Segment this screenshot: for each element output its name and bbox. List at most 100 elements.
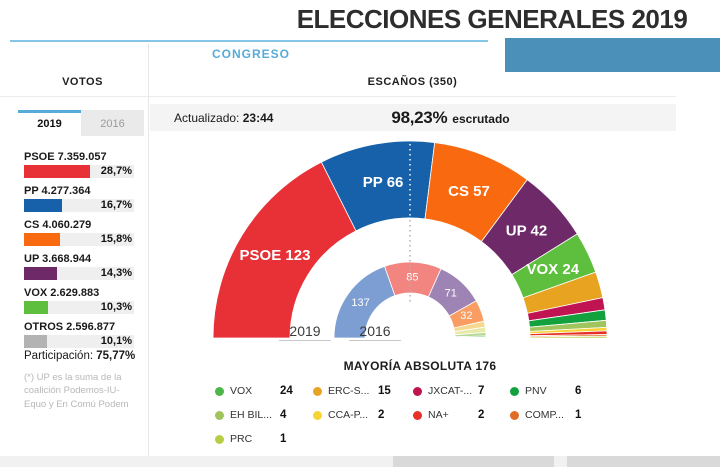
legend-label: COMP... (525, 409, 564, 421)
legend-value: 2 (478, 409, 485, 421)
vote-row-label: PP 4.277.364 (24, 185, 91, 197)
vote-bar-track: 10,1% (24, 335, 134, 348)
ring-year-label-2019: 2019 (289, 323, 320, 339)
bottom-bar-item[interactable] (393, 456, 554, 467)
legend-value: 2 (378, 409, 385, 421)
vote-pct: 16,7% (100, 199, 132, 211)
vote-bar-fill (24, 267, 57, 280)
panel-divider (148, 44, 149, 456)
participation-label: Participación: (24, 350, 94, 362)
vote-pct: 10,1% (100, 335, 132, 347)
vote-bar-track: 28,7% (24, 165, 134, 178)
legend-label: VOX (230, 385, 253, 397)
bottom-bar-item[interactable] (567, 456, 720, 467)
column-header-divider (0, 96, 676, 97)
coalition-footnote: (*) UP es la suma de la coalición Podemo… (24, 372, 129, 410)
votes-list: PSOE 7.359.057 28,7% PP 4.277.364 16,7% CS 4… (24, 151, 134, 355)
arc-label-2019-vox: VOX 24 (527, 261, 580, 278)
legend-dot (510, 410, 519, 420)
vote-row-pp: PP 4.277.364 16,7% (24, 185, 134, 212)
tab-2016[interactable]: 2016 (81, 110, 144, 136)
vote-row-cs: CS 4.060.279 15,8% (24, 219, 134, 246)
arc-label-2016-psoe: 85 (406, 272, 418, 284)
legend-item-vox: VOX 24 (215, 384, 315, 398)
legend-item-jxcat: JXCAT-... 7 (413, 384, 513, 398)
arc-label-2019-cs: CS 57 (448, 182, 490, 199)
year-tabs: 2019 2016 (18, 110, 144, 136)
legend-label: ERC-S... (328, 385, 370, 397)
updated-time: Actualizado: 23:44 (174, 111, 273, 125)
legend-value: 7 (478, 385, 485, 397)
legend-dot (413, 386, 422, 396)
seats-column-header: ESCAÑOS (350) (367, 76, 458, 88)
legend-dot (313, 386, 322, 396)
legend-item-comp: COMP... 1 (510, 408, 610, 422)
legend-dot (215, 434, 224, 444)
page-title: ELECCIONES GENERALES 2019 (296, 4, 688, 34)
vote-row-psoe: PSOE 7.359.057 28,7% (24, 151, 134, 178)
vote-pct: 10,3% (100, 301, 132, 313)
legend-value: 4 (280, 409, 287, 421)
vote-bar-fill (24, 301, 48, 314)
tab-2019[interactable]: 2019 (18, 110, 81, 136)
legend-label: CCA-P... (328, 409, 369, 421)
header-underline (10, 40, 488, 42)
vote-bar-fill (24, 165, 90, 178)
vote-row-up: UP 3.668.944 14,3% (24, 253, 134, 280)
legend-dot (510, 386, 519, 396)
legend-label: PNV (525, 385, 547, 397)
updated-value: 23:44 (242, 110, 274, 125)
scrutinized-pct: 98,23% (391, 107, 448, 127)
vote-pct: 14,3% (100, 267, 132, 279)
vote-pct: 15,8% (100, 233, 132, 245)
vote-bar-fill (24, 199, 62, 212)
tab-congreso[interactable]: CONGRESO (211, 47, 290, 61)
legend-label: JXCAT-... (428, 385, 473, 397)
vote-row-label: OTROS 2.596.877 (24, 321, 116, 333)
arc-label-2016-cs: 32 (460, 310, 472, 322)
vote-pct: 28,7% (100, 165, 132, 177)
legend-item-pnv: PNV 6 (510, 384, 610, 398)
legend-dot (215, 410, 224, 420)
vote-bar-track: 15,8% (24, 233, 134, 246)
legend-item-ercs: ERC-S... 15 (313, 384, 413, 398)
vote-row-vox: VOX 2.629.883 10,3% (24, 287, 134, 314)
vote-bar-track: 10,3% (24, 301, 134, 314)
legend-dot (215, 386, 224, 396)
vote-bar-track: 16,7% (24, 199, 134, 212)
legend-label: PRC (230, 433, 253, 445)
ring-year-label-2016: 2016 (359, 323, 390, 339)
legend-value: 6 (575, 385, 582, 397)
legend-value: 15 (378, 385, 391, 397)
legend-label: EH BIL... (230, 409, 273, 421)
legend-item-ccap: CCA-P... 2 (313, 408, 413, 422)
seat-arc-2019-prc (529, 335, 608, 339)
legend-value: 1 (575, 409, 582, 421)
legend-value: 1 (280, 433, 287, 445)
arc-label-2016-up: 71 (445, 287, 457, 299)
vote-bar-fill (24, 335, 47, 348)
arc-label-2016-pp: 137 (351, 297, 369, 309)
legend-label: NA+ (428, 409, 449, 421)
vote-row-otros: OTROS 2.596.877 10,1% (24, 321, 134, 348)
vote-row-label: VOX 2.629.883 (24, 287, 100, 299)
participation: Participación: 75,77% (24, 350, 146, 362)
seat-arc-2016-otros (454, 336, 487, 339)
senado-banner-button[interactable] (505, 38, 720, 72)
scrutinized-status: 98,23% escrutado (391, 108, 509, 128)
vote-bar-fill (24, 233, 60, 246)
legend-dot (313, 410, 322, 420)
vote-row-label: PSOE 7.359.057 (24, 151, 107, 163)
updated-label: Actualizado: (174, 110, 240, 125)
arc-label-2019-up: UP 42 (506, 222, 547, 239)
scrutinized-label: escrutado (452, 111, 510, 126)
participation-value: 75,77% (96, 350, 136, 362)
bottom-bar (0, 456, 720, 467)
arc-label-2019-pp: PP 66 (363, 173, 404, 190)
legend-item-ehbil: EH BIL... 4 (215, 408, 315, 422)
arc-label-2019-psoe: PSOE 123 (240, 246, 311, 263)
legend-item-na+: NA+ 2 (413, 408, 513, 422)
legend-item-prc: PRC 1 (215, 432, 315, 446)
